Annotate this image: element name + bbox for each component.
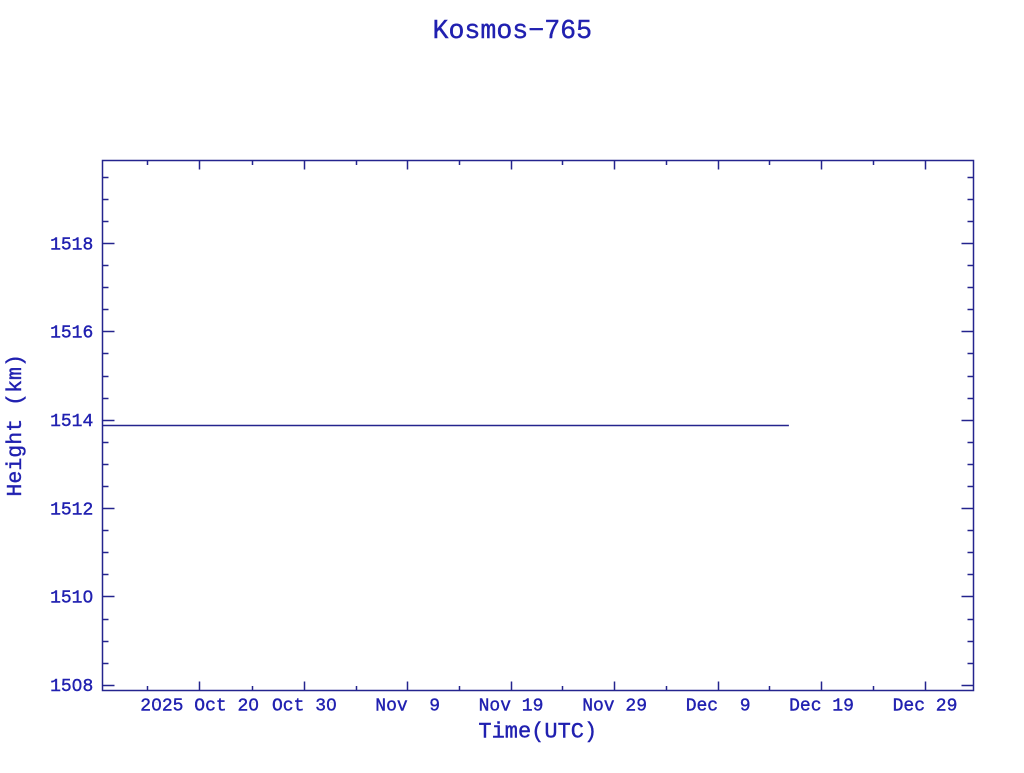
svg-text:1510: 1510 xyxy=(50,589,93,609)
svg-text:Nov 19: Nov 19 xyxy=(479,697,544,717)
svg-text:Time(UTC): Time(UTC) xyxy=(478,720,597,745)
svg-text:Oct 30: Oct 30 xyxy=(272,697,337,717)
svg-text:1518: 1518 xyxy=(50,235,93,255)
svg-text:1514: 1514 xyxy=(50,412,93,432)
svg-text:1516: 1516 xyxy=(50,324,93,344)
svg-text:Dec 9: Dec 9 xyxy=(686,697,751,717)
svg-text:Kosmos−765: Kosmos−765 xyxy=(433,16,593,46)
svg-text:Height (km): Height (km) xyxy=(4,354,28,497)
svg-text:Dec 29: Dec 29 xyxy=(893,697,958,717)
svg-text:Nov 29: Nov 29 xyxy=(582,697,647,717)
svg-text:Nov 9: Nov 9 xyxy=(375,697,440,717)
svg-text:1508: 1508 xyxy=(50,677,93,697)
svg-text:1512: 1512 xyxy=(50,500,93,520)
svg-text:Dec 19: Dec 19 xyxy=(789,697,854,717)
svg-text:2025 Oct 20: 2025 Oct 20 xyxy=(140,697,259,717)
